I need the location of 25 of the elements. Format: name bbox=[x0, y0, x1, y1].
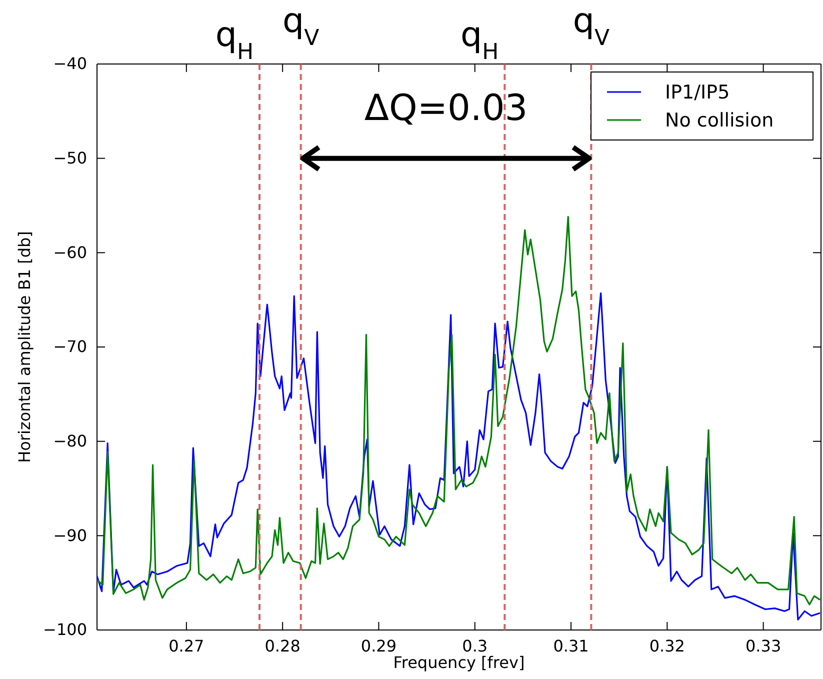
y-tick-label: −50 bbox=[53, 148, 87, 168]
x-tick-label: 0.27 bbox=[168, 636, 204, 656]
y-tick-label: −80 bbox=[53, 431, 87, 450]
y-tick-label: −100 bbox=[43, 620, 87, 640]
y-tick-label: −60 bbox=[53, 242, 87, 262]
y-axis-title: Horizontal amplitude B1 [db] bbox=[15, 231, 34, 463]
x-axis-title: Frequency [frev] bbox=[393, 653, 525, 672]
x-tick-label: 0.3 bbox=[462, 636, 488, 656]
line-series bbox=[96, 292, 821, 620]
line-series bbox=[96, 216, 821, 606]
annotation: ΔQ=0.03 bbox=[364, 88, 528, 129]
x-tick-label: 0.32 bbox=[649, 636, 685, 656]
ref-line-label: q$_{V}$ bbox=[282, 1, 320, 50]
x-tick-label: 0.31 bbox=[553, 636, 589, 656]
x-tick-label: 0.28 bbox=[264, 636, 300, 656]
x-tick-label: 0.33 bbox=[746, 636, 782, 656]
ref-line-label: q$_{H}$ bbox=[460, 15, 499, 64]
ref-line-label: q$_{H}$ bbox=[215, 15, 254, 64]
y-tick-label: −90 bbox=[53, 526, 87, 545]
legend-label: No collision bbox=[665, 110, 774, 132]
ref-line-label: q$_{V}$ bbox=[572, 1, 610, 50]
legend-label: IP1/IP5 bbox=[665, 82, 730, 104]
y-tick-label: −40 bbox=[53, 54, 87, 74]
y-tick-label: −70 bbox=[53, 337, 87, 356]
x-tick-label: 0.29 bbox=[360, 636, 397, 656]
